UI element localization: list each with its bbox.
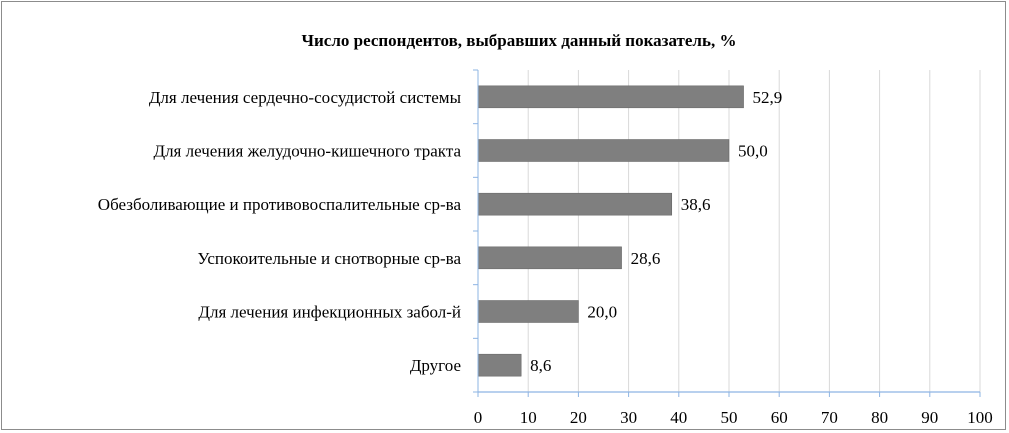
- x-tick-label: 30: [620, 408, 637, 427]
- bar: [477, 85, 744, 109]
- bar: [477, 353, 522, 377]
- value-label: 38,6: [681, 195, 711, 214]
- category-label: Для лечения сердечно-сосудистой системы: [149, 88, 462, 107]
- bars: [477, 85, 744, 377]
- value-label: 28,6: [631, 249, 661, 268]
- category-label: Другое: [410, 356, 461, 375]
- gridlines: [527, 70, 981, 392]
- x-tick-label: 60: [771, 408, 788, 427]
- bar: [477, 139, 730, 162]
- category-label: Обезболивающие и противовоспалительные с…: [98, 195, 462, 214]
- x-axis: [473, 69, 981, 397]
- bar: [477, 192, 673, 216]
- category-label: Для лечения желудочно-кишечного тракта: [153, 142, 461, 161]
- x-tick-labels: 0 10 20 30 40 50 60 70 80 90 100: [474, 408, 993, 427]
- category-labels: Для лечения сердечно-сосудистой системы Д…: [98, 88, 462, 375]
- x-tick-label: 100: [967, 408, 993, 427]
- bar: [477, 300, 579, 323]
- x-tick-label: 20: [570, 408, 587, 427]
- category-label: Успокоительные и снотворные ср-ва: [197, 249, 461, 268]
- x-tick-label: 50: [721, 408, 738, 427]
- x-tick-label: 80: [871, 408, 888, 427]
- value-label: 52,9: [753, 88, 783, 107]
- x-tick-label: 0: [474, 408, 483, 427]
- value-label: 50,0: [738, 142, 768, 161]
- value-label: 20,0: [587, 303, 617, 322]
- chart-title: Число респондентов, выбравших данный пок…: [302, 31, 737, 50]
- x-tick-label: 90: [921, 408, 938, 427]
- x-tick-label: 70: [821, 408, 838, 427]
- bar: [477, 246, 622, 270]
- value-label: 8,6: [530, 356, 551, 375]
- category-label: Для лечения инфекционных забол-й: [198, 303, 461, 322]
- x-tick-label: 40: [670, 408, 687, 427]
- x-tick-label: 10: [520, 408, 537, 427]
- value-labels: 52,9 50,0 38,6 28,6 20,0 8,6: [530, 88, 782, 375]
